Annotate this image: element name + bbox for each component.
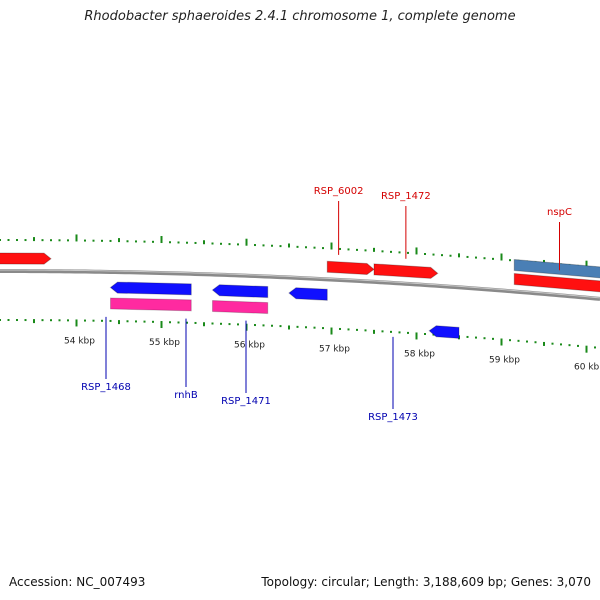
scale-label-56kbp: 56 kbp <box>234 341 265 351</box>
label-rsp_1473-label: RSP_1473 <box>368 412 418 423</box>
reverse-gene-0 <box>109 281 192 296</box>
chromosome-backbone <box>0 269 600 301</box>
forward-gene-1-body <box>327 261 374 275</box>
label-rsp_1472-label: RSP_1472 <box>381 191 431 202</box>
reverse-gene-3-outline <box>428 325 460 339</box>
reverse-gene-0-outline <box>109 281 192 296</box>
forward-gene-3 <box>513 272 600 293</box>
forward-gene-1-outline <box>326 260 375 275</box>
label-nspc-label: nspC <box>547 207 572 218</box>
forward-gene-3-outline <box>513 272 600 293</box>
reverse-gene-3-body <box>429 325 459 339</box>
map-title: Rhodobacter sphaeroides 2.4.1 chromosome… <box>84 9 516 24</box>
backbone-highlight <box>0 269 600 299</box>
forward-gene-0 <box>0 252 52 265</box>
label-rsp_1468-label: RSP_1468 <box>81 382 131 393</box>
scale-label-59kbp: 59 kbp <box>489 356 520 366</box>
reverse-gene-1-outline <box>211 284 269 299</box>
gene-labels: RSP_6002 RSP_1472 nspC RSP_1468 rnhB RSP_1471… <box>81 186 572 423</box>
reverse-gene-2 <box>288 287 328 301</box>
reverse-gene-3 <box>428 325 460 339</box>
scale-label-55kbp: 55 kbp <box>149 338 180 348</box>
scale-label-54kbp: 54 kbp <box>64 336 95 346</box>
reverse-gene-2-body <box>289 287 328 301</box>
outer-gene-0 <box>513 258 600 279</box>
scale-label-57kbp: 57 kbp <box>319 345 350 355</box>
reverse-gene-1-body <box>212 284 268 298</box>
reverse-gene-2-outline <box>288 287 328 301</box>
forward-gene-3-body <box>514 273 600 292</box>
gene-features <box>0 252 600 339</box>
forward-gene-1 <box>326 260 375 275</box>
forward-gene-2-body <box>374 263 438 279</box>
scale-label-58kbp: 58 kbp <box>404 349 435 359</box>
outer-gene-0-body <box>514 259 600 278</box>
genome-summary-text: Topology: circular; Length: 3,188,609 bp… <box>261 575 591 589</box>
forward-gene-0-body <box>0 253 51 265</box>
backbone-line <box>0 269 600 301</box>
forward-gene-2-outline <box>373 263 439 279</box>
outer-gene-0-outline <box>513 258 600 279</box>
label-rsp_1471-label: RSP_1471 <box>221 396 271 407</box>
forward-gene-0-outline <box>0 252 52 265</box>
accession-text: Accession: NC_007493 <box>9 575 146 589</box>
inner-gene-0 <box>110 297 192 312</box>
scale-labels: 54 kbp 55 kbp 56 kbp 57 kbp 58 kbp 59 kbp 60 k… <box>64 336 600 372</box>
reverse-gene-1 <box>211 284 269 299</box>
outer-tick-track <box>0 234 596 269</box>
label-rnhb-label: rnhB <box>174 390 198 401</box>
inner-gene-0-body <box>110 297 192 312</box>
inner-gene-1 <box>212 299 269 315</box>
forward-gene-2 <box>373 263 439 279</box>
inner-gene-1-body <box>212 299 269 315</box>
reverse-gene-0-body <box>110 282 192 295</box>
label-rsp_6002-label: RSP_6002 <box>314 186 364 197</box>
scale-label-60kbp: 60 kbp <box>574 363 600 373</box>
